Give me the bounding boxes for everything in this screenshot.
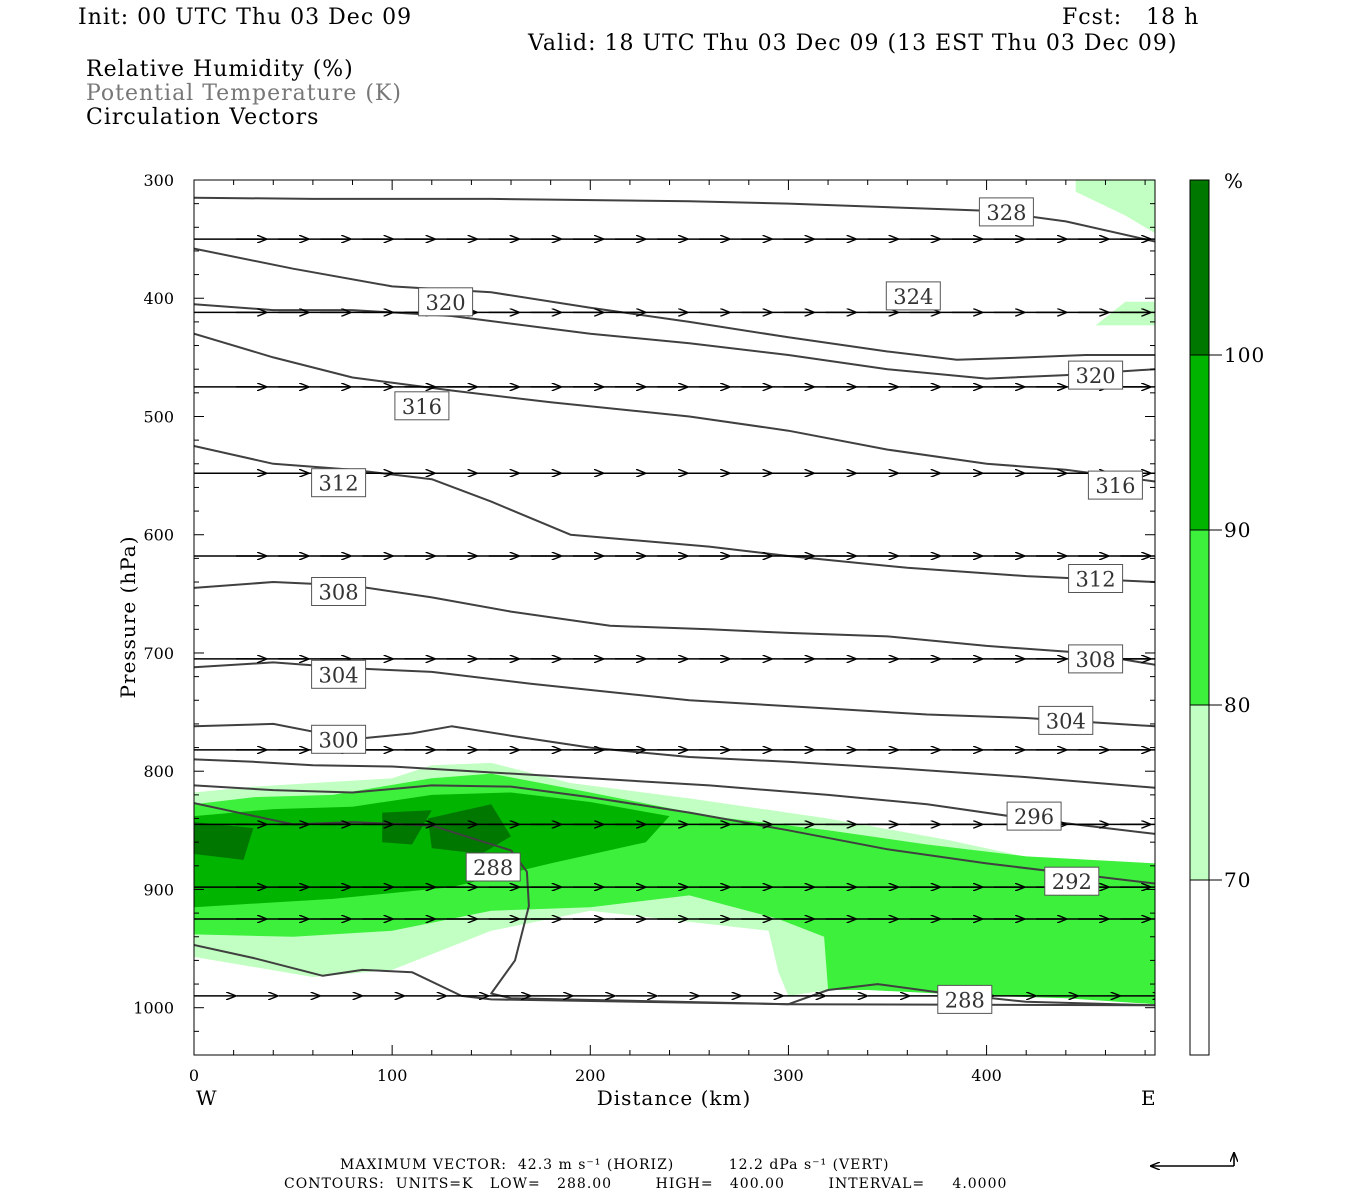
colorbar-label: 70 <box>1224 868 1251 892</box>
theta-label-288: 288 <box>937 984 993 1014</box>
theta-label-328: 328 <box>978 197 1034 227</box>
colorbar-frame <box>1189 179 1210 1056</box>
svg-text:324: 324 <box>893 285 933 309</box>
svg-text:304: 304 <box>319 663 359 687</box>
field-relative-humidity: Relative Humidity (%) <box>86 57 354 82</box>
reference-vector-icon <box>1151 1153 1234 1166</box>
y-tick-label: 900 <box>143 880 174 899</box>
svg-text:320: 320 <box>1076 364 1116 388</box>
svg-text:288: 288 <box>945 988 985 1012</box>
theta-contour-296-8 <box>194 758 1155 835</box>
theta-label-316: 316 <box>394 391 450 421</box>
theta-label-312: 312 <box>1068 564 1124 593</box>
y-tick-label: 700 <box>143 644 174 663</box>
y-tick-label: 400 <box>143 289 174 308</box>
svg-text:296: 296 <box>1014 805 1054 829</box>
y-tick-label: 300 <box>143 171 174 190</box>
theta-contour-316-3 <box>194 332 1155 483</box>
colorbar-band-below-70 <box>1190 880 1209 1055</box>
rh-region-100-4 <box>382 810 432 845</box>
x-tick-label: 0 <box>189 1066 199 1085</box>
y-tick-label: 800 <box>143 762 174 781</box>
theta-contour-292-9 <box>194 784 1155 885</box>
plot-frame <box>193 179 1156 1056</box>
svg-text:288: 288 <box>473 856 513 880</box>
svg-text:316: 316 <box>1095 474 1135 498</box>
forecast-hour: Fcst: 18 h <box>1062 5 1200 30</box>
valid-time: Valid: 18 UTC Thu 03 Dec 09 (13 EST Thu … <box>528 31 1178 56</box>
x-tick-label: 100 <box>377 1066 408 1085</box>
theta-label-296: 296 <box>1006 801 1062 831</box>
x-tick-label: 400 <box>971 1066 1002 1085</box>
colorbar-band-80 <box>1190 530 1209 705</box>
svg-text:300: 300 <box>319 728 359 752</box>
colorbar-band-100-plus <box>1190 180 1209 355</box>
theta-label-292: 292 <box>1044 866 1100 896</box>
theta-contour-288-11 <box>194 944 1155 1007</box>
x-axis-west-label: W <box>196 1086 218 1110</box>
y-tick-label: 1000 <box>133 999 174 1018</box>
contours-note: CONTOURS: UNITS=K LOW= 288.00 HIGH= 400.… <box>284 1176 1008 1192</box>
circulation-vectors <box>194 239 1155 996</box>
svg-text:308: 308 <box>1076 648 1116 672</box>
svg-text:320: 320 <box>426 291 466 315</box>
x-axis-east-label: E <box>1141 1086 1157 1110</box>
theta-label-288: 288 <box>465 852 521 882</box>
theta-contour-312-4 <box>194 445 1155 583</box>
colorbar-label: 100 <box>1224 343 1265 367</box>
svg-text:304: 304 <box>1046 709 1086 733</box>
rh-region-70-7 <box>1095 301 1155 326</box>
colorbar-unit: % <box>1224 169 1244 193</box>
theta-label-312: 312 <box>311 468 367 498</box>
rh-region-90-2 <box>194 792 670 908</box>
colorbar: 100 90 80 70 <box>1189 179 1265 1056</box>
contour-labels: 328 324 320 320 316 316 312 312 308 308 304 304 300 2… <box>311 197 1143 1014</box>
y-tick-label: 500 <box>143 407 174 426</box>
theta-contour-320-2 <box>194 303 1155 380</box>
theta-label-316: 316 <box>1087 470 1143 500</box>
svg-text:316: 316 <box>402 395 442 419</box>
colorbar-band-90 <box>1190 355 1209 530</box>
x-tick-label: 200 <box>575 1066 606 1085</box>
field-potential-temperature: Potential Temperature (K) <box>86 81 402 106</box>
colorbar-label: 90 <box>1224 518 1251 542</box>
colorbar-label: 80 <box>1224 693 1251 717</box>
theta-contour-324-1 <box>194 247 1155 361</box>
svg-text:292: 292 <box>1052 870 1092 894</box>
theta-label-324: 324 <box>885 281 941 311</box>
svg-text:308: 308 <box>319 581 359 605</box>
svg-text:328: 328 <box>986 201 1026 225</box>
x-tick-label: 300 <box>773 1066 804 1085</box>
y-axis-title: Pressure (hPa) <box>116 536 140 699</box>
init-time: Init: 00 UTC Thu 03 Dec 09 <box>78 5 413 30</box>
theta-label-320: 320 <box>418 287 474 317</box>
svg-text:312: 312 <box>319 472 359 496</box>
max-vector-note: MAXIMUM VECTOR: 42.3 m s⁻¹ (HORIZ) 12.2 … <box>340 1157 890 1173</box>
rh-region-70-6 <box>1075 180 1155 234</box>
colorbar-band-70 <box>1190 705 1209 880</box>
axes: 300 400 500 600 700 800 900 1000 0 100 200 300 400 <box>133 171 1155 1085</box>
theta-label-308: 308 <box>1068 644 1124 674</box>
y-tick-label: 600 <box>143 526 174 545</box>
theta-label-304: 304 <box>1038 705 1094 735</box>
theta-label-300: 300 <box>311 724 367 754</box>
field-circulation-vectors: Circulation Vectors <box>86 105 320 130</box>
theta-contour-328-0 <box>194 196 1155 243</box>
theta-label-320: 320 <box>1068 360 1124 390</box>
theta-label-304: 304 <box>311 659 367 689</box>
rh-region-100-5 <box>427 804 511 854</box>
x-axis-title: Distance (km) <box>597 1086 752 1110</box>
rh-region-100-3 <box>194 822 254 860</box>
svg-text:312: 312 <box>1076 568 1116 592</box>
theta-label-308: 308 <box>311 577 367 606</box>
